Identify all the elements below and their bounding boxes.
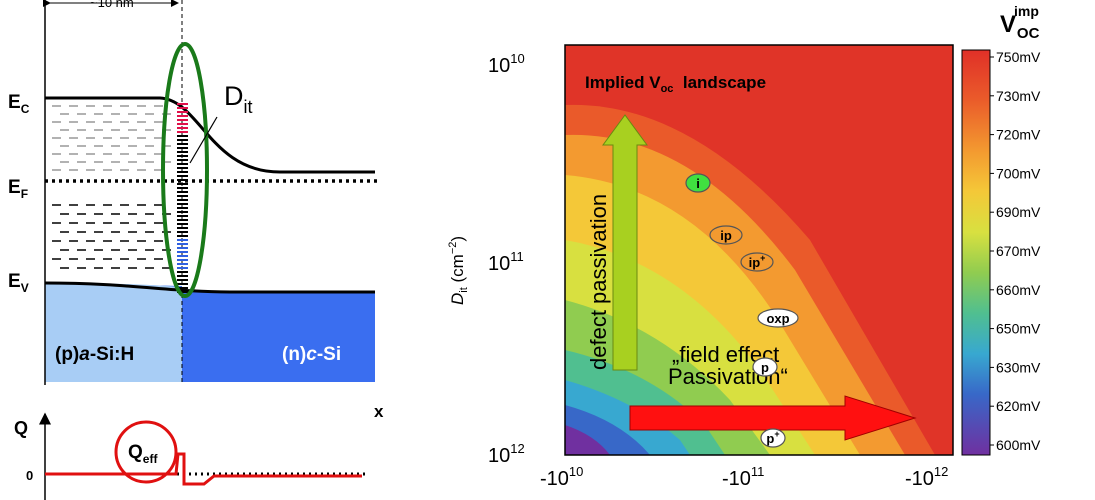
colorbar-tick-label: 670mV: [996, 243, 1041, 259]
y-tick-label: 1012: [488, 441, 525, 467]
ec-label: EC: [8, 92, 30, 116]
point: [757, 308, 799, 328]
colorbar-ticks: 750mV 730mV 720mV 700mV 690mV 670mV 660mV 650mV…: [990, 49, 1041, 453]
point-label: p: [761, 360, 769, 375]
point-label-main: i: [696, 176, 700, 191]
qeff-label: Qeff: [128, 442, 158, 466]
colorbar-tick-label: 660mV: [996, 282, 1041, 298]
width-label: ~10 nm: [90, 0, 134, 10]
colorbar-tick-label: 700mV: [996, 165, 1041, 181]
p-region-label: (p)a-Si:H: [55, 344, 134, 365]
colorbar-tick-label: 750mV: [996, 49, 1041, 65]
n-region-label: (n)c-Si: [282, 344, 341, 365]
colorbar: [961, 49, 991, 456]
y-tick-label: 1011: [488, 249, 524, 275]
valence-band: [44, 281, 375, 294]
dit-pointer: [189, 116, 218, 164]
point-label: p+: [766, 429, 779, 446]
map-title: Implied Voc landscape: [585, 73, 766, 95]
colorbar-tick-label: 730mV: [996, 88, 1041, 104]
charge-axis-label: Q: [14, 418, 28, 438]
x-tick-label: -1012: [905, 464, 948, 490]
conduction-band: [45, 96, 375, 174]
ev-label: EV: [8, 271, 29, 295]
point-label-main: p: [761, 360, 769, 375]
point-label-main: ip: [720, 228, 732, 243]
qeff-circle: [114, 420, 178, 484]
p-region: [45, 283, 182, 382]
point-label-sup: +: [760, 253, 765, 263]
ef-label: EF: [8, 177, 28, 201]
band-diagram: ~10 nm Dit EC EF EV (p)a-Si:H (n)c-Si x …: [8, 0, 384, 500]
x-tick-label: -1010: [540, 464, 583, 490]
colorbar-tick-label: 600mV: [996, 437, 1041, 453]
dit-label: Dit: [224, 81, 253, 117]
charge-zero-label: 0: [26, 468, 33, 483]
point-label: i: [696, 176, 700, 191]
point: [752, 357, 778, 377]
map-band: [565, 425, 610, 455]
n-region: [45, 283, 375, 382]
point: [709, 225, 743, 245]
interface-ellipse: [161, 42, 209, 298]
colorbar-tick-label: 620mV: [996, 398, 1041, 414]
point: [760, 428, 786, 448]
point-label: ip: [720, 228, 732, 243]
defect-states: [52, 105, 171, 269]
point: [685, 173, 711, 193]
point-label: oxp: [766, 311, 789, 326]
y-tick-label: 1010: [488, 51, 525, 77]
y-axis-label: Dit (cm−2): [447, 236, 470, 305]
charge-profile: [45, 452, 362, 486]
point-label-sup: +: [774, 429, 779, 439]
point-label-main: ip: [749, 255, 761, 270]
colorbar-tick-label: 720mV: [996, 127, 1041, 143]
point-label-main: p: [766, 431, 774, 446]
x-tick-label: -1011: [722, 464, 764, 490]
plot-frame: [564, 44, 954, 456]
point-label: ip+: [749, 253, 766, 270]
landscape: Implied Voc landscape defect passivation…: [447, 3, 1041, 490]
colorbar-tick-label: 630mV: [996, 359, 1041, 375]
x-label: x: [374, 402, 384, 421]
point-label-main: oxp: [766, 311, 789, 326]
point: [740, 252, 774, 272]
vertical-arrow-label: defect passivation: [586, 194, 611, 370]
vertical-arrow: [602, 114, 648, 371]
colorbar-tick-label: 650mV: [996, 321, 1041, 337]
colorbar-tick-label: 690mV: [996, 204, 1041, 220]
horizontal-arrow: [629, 395, 917, 441]
colorbar-title: Vimp OC: [1000, 3, 1040, 42]
